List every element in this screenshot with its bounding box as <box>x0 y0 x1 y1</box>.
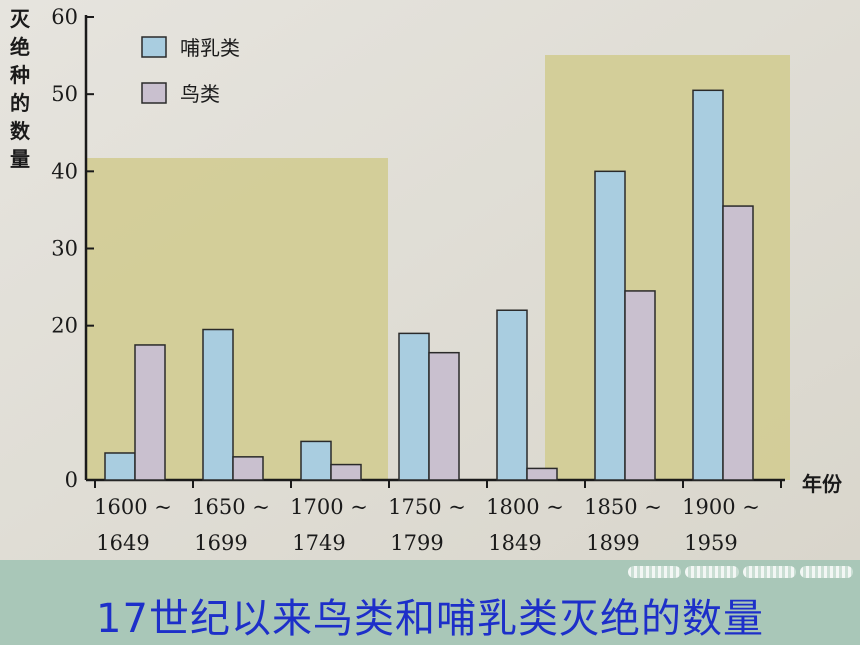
legend-swatch-mammal <box>141 36 167 58</box>
y-tick-label: 0 <box>65 468 78 492</box>
bar-mammal <box>496 309 528 481</box>
y-axis-title-char: 数 <box>10 119 31 143</box>
legend-swatch-bird <box>141 82 167 104</box>
ornament-piece <box>628 566 682 578</box>
x-tick-label-end: 1749 <box>292 531 345 555</box>
bar-bird <box>526 467 558 481</box>
y-axis-title-char: 的 <box>10 91 30 115</box>
y-tick-label: 50 <box>51 82 78 106</box>
bar-mammal <box>300 440 332 481</box>
y-tick-label: 40 <box>51 159 78 183</box>
decorative-ornament <box>628 563 853 581</box>
y-axis-title-char: 量 <box>10 147 30 171</box>
x-tick-label-end: 1799 <box>390 531 443 555</box>
y-axis-title-char: 绝 <box>10 35 30 59</box>
bar-bird <box>330 463 362 481</box>
highlight-panel-left <box>86 158 388 480</box>
bar-mammal <box>202 328 234 481</box>
bar-bird <box>624 290 656 481</box>
legend-label-mammal: 哺乳类 <box>180 36 240 60</box>
y-tick-label: 30 <box>51 237 78 261</box>
x-axis-title: 年份 <box>802 472 843 496</box>
bar-bird <box>232 456 264 481</box>
y-tick-label: 60 <box>51 5 78 29</box>
bar-mammal <box>594 170 626 481</box>
y-axis-title-char: 种 <box>9 63 30 87</box>
bar-mammal <box>692 89 724 481</box>
bar-bird <box>428 351 460 481</box>
bar-mammal <box>104 452 136 481</box>
x-tick-label-end: 1649 <box>96 531 149 555</box>
x-tick-label-end: 1899 <box>586 531 639 555</box>
x-tick-label-start: 1600 ~ <box>94 495 172 519</box>
bar-bird <box>722 205 754 481</box>
x-tick-label-start: 1800 ~ <box>486 495 564 519</box>
y-axis-title-char: 灭 <box>10 7 31 31</box>
x-tick-label-start: 1700 ~ <box>290 495 368 519</box>
x-tick-label-start: 1650 ~ <box>192 495 270 519</box>
ornament-piece <box>799 566 853 578</box>
x-tick-label-end: 1849 <box>488 531 541 555</box>
bar-mammal <box>398 332 430 481</box>
ornament-piece <box>685 566 739 578</box>
x-tick-label-start: 1900 ~ <box>682 495 760 519</box>
y-tick-label: 20 <box>51 314 78 338</box>
x-tick-label-start: 1750 ~ <box>388 495 466 519</box>
bar-bird <box>134 344 166 481</box>
x-tick-label-start: 1850 ~ <box>584 495 662 519</box>
x-tick-label-end: 1959 <box>684 531 737 555</box>
x-tick-label-end: 1699 <box>194 531 247 555</box>
legend-label-bird: 鸟类 <box>180 82 220 106</box>
ornament-piece <box>742 566 796 578</box>
chart-caption: 17世纪以来鸟类和哺乳类灭绝的数量 <box>96 596 764 642</box>
